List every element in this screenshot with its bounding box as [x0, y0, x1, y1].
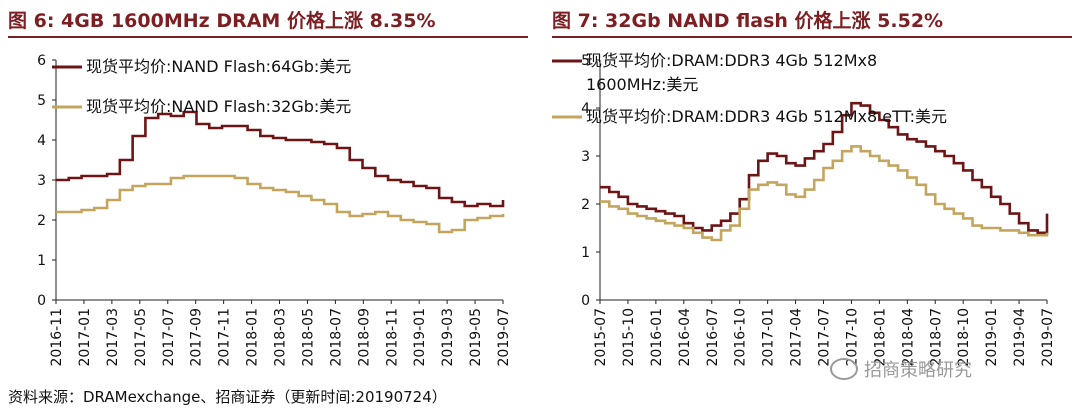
x-tick-label: 2017-07: [817, 308, 833, 367]
x-tick-label: 2016-04: [677, 308, 693, 367]
watermark: 招商策略研究: [830, 356, 972, 382]
x-tick-label: 2018-11: [384, 308, 400, 367]
title-rule: [8, 36, 528, 38]
y-tick-label: 2: [581, 197, 590, 213]
y-tick-label: 3: [37, 173, 46, 189]
x-tick-label: 2019-01: [984, 308, 1000, 367]
x-tick-label: 2015-10: [621, 308, 637, 367]
y-tick-label: 4: [581, 101, 590, 117]
x-tick-label: 2018-01: [872, 308, 888, 367]
y-tick-label: 4: [37, 133, 46, 149]
legend-label: 现货平均价:DRAM:DDR3 4Gb 512Mx8 1600MHz:美元: [586, 51, 877, 94]
series-line-2: [600, 145, 1049, 242]
x-tick-label: 2018-07: [928, 308, 944, 367]
source-note: 资料来源：DRAMexchange、招商证券（更新时间:20190724）: [8, 388, 447, 406]
x-tick-label: 2017-11: [217, 308, 233, 367]
y-tick-label: 5: [581, 53, 590, 69]
x-tick-label: 2019-01: [412, 308, 428, 367]
legend-label: 现货平均价:NAND Flash:32Gb:美元: [86, 97, 351, 116]
y-tick-label: 2: [37, 213, 46, 229]
x-tick-label: 2019-07: [1040, 308, 1056, 367]
y-tick-label: 0: [37, 293, 46, 309]
legend-label: 现货平均价:NAND Flash:64Gb:美元: [86, 57, 351, 76]
x-tick-label: 2018-07: [328, 308, 344, 367]
x-tick-label: 2018-01: [245, 308, 261, 367]
series-line-1: [600, 101, 1049, 235]
chart-panel-right: 图 7: 32Gb NAND flash 价格上涨 5.52% 0 1 2 3 4 5 20…: [552, 0, 1072, 385]
x-tick-label: 2017-10: [844, 308, 860, 367]
x-tick-label: 2017-01: [761, 308, 777, 367]
y-tick-label: 1: [581, 245, 590, 261]
y-tick-label: 5: [37, 93, 46, 109]
x-tick-label: 2017-03: [105, 308, 121, 367]
x-tick-label: 2019-03: [440, 308, 456, 367]
x-tick-label: 2016-10: [733, 308, 749, 367]
x-tick-label: 2018-03: [273, 308, 289, 367]
y-tick-label: 6: [37, 53, 46, 69]
watermark-text: 招商策略研究: [864, 360, 972, 381]
x-tick-label: 2018-05: [300, 308, 316, 367]
y-tick-label: 3: [581, 149, 590, 165]
x-tick-label: 2017-04: [789, 308, 805, 367]
x-tick-label: 2015-07: [593, 308, 609, 367]
legend-label: 现货平均价:DRAM:DDR3 4Gb 512Mx8 eTT:美元: [586, 107, 947, 126]
x-tick-label: 2016-01: [649, 308, 665, 367]
x-tick-label: 2019-04: [1012, 308, 1028, 367]
y-tick-label: 1: [37, 253, 46, 269]
chart-panel-left: 图 6: 4GB 1600MHz DRAM 价格上涨 8.35% 0 1 2 3 4 5 6…: [8, 0, 528, 385]
x-tick-label: 2019-05: [468, 308, 484, 367]
line-chart-dram: 0 1 2 3 4 5 6 2016-11 2017-01 2017-03 2017-05 2017-…: [37, 53, 512, 367]
y-tick-label: 0: [581, 293, 590, 309]
wechat-icon: [830, 358, 858, 380]
line-chart-nand: 0 1 2 3 4 5 2015-07 2015-10 2016-01 2016-04 2016-0…: [552, 51, 1056, 367]
x-tick-label: 2017-07: [161, 308, 177, 367]
x-tick-label: 2016-11: [49, 308, 65, 367]
series-line-1: [56, 110, 505, 208]
x-tick-label: 2016-07: [705, 308, 721, 367]
x-tick-label: 2018-04: [900, 308, 916, 367]
x-tick-label: 2017-09: [189, 308, 205, 367]
chart-title: 图 7: 32Gb NAND flash 价格上涨 5.52%: [552, 10, 944, 32]
title-rule: [552, 36, 1072, 38]
series-line-2: [56, 174, 505, 234]
x-tick-label: 2019-07: [496, 308, 512, 367]
x-tick-label: 2018-09: [356, 308, 372, 367]
x-tick-label: 2017-05: [133, 308, 149, 367]
chart-title: 图 6: 4GB 1600MHz DRAM 价格上涨 8.35%: [8, 10, 436, 32]
x-tick-label: 2017-01: [77, 308, 93, 367]
x-tick-label: 2018-10: [956, 308, 972, 367]
